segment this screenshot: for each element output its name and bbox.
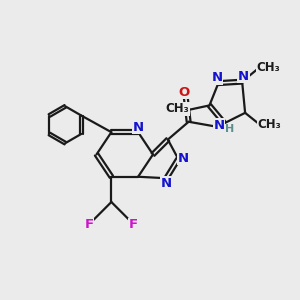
- Text: N: N: [161, 177, 172, 190]
- Text: F: F: [85, 218, 94, 231]
- Text: CH₃: CH₃: [256, 61, 280, 74]
- Text: N: N: [178, 152, 189, 165]
- Text: N: N: [214, 119, 225, 132]
- Text: N: N: [238, 70, 249, 83]
- Text: H: H: [225, 124, 234, 134]
- Text: O: O: [178, 85, 189, 98]
- Text: F: F: [129, 218, 138, 231]
- Text: CH₃: CH₃: [166, 102, 189, 115]
- Text: N: N: [133, 121, 144, 134]
- Text: CH₃: CH₃: [258, 118, 281, 131]
- Text: N: N: [211, 71, 222, 84]
